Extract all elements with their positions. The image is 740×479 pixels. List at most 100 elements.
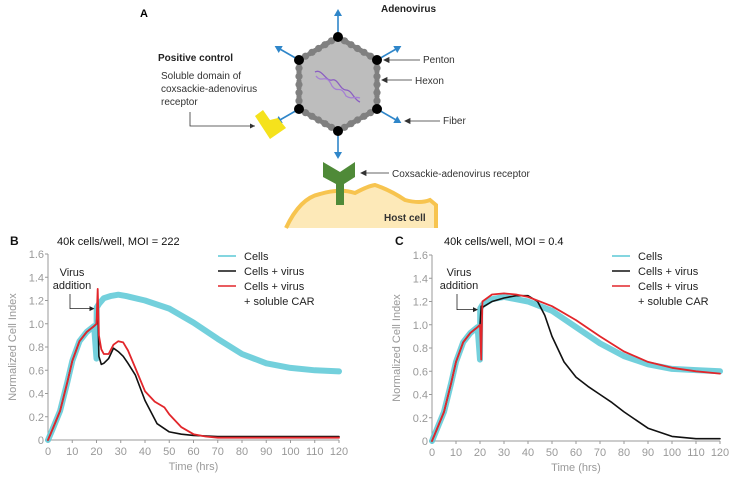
annotation-arrowhead: [473, 307, 478, 313]
chart-title: 40k cells/well, MOI = 222: [57, 236, 180, 248]
legend-label: Cells + virus: [638, 266, 699, 278]
penton-icon: [333, 126, 343, 136]
penton-label: Penton: [423, 55, 455, 66]
fiber-label: Fiber: [443, 116, 466, 127]
series-cells-virus-car: [47, 287, 340, 441]
hexon-icon: [340, 123, 349, 131]
x-tick-label: 30: [115, 446, 127, 458]
hexon-icon: [340, 37, 349, 45]
annotation-arrowhead: [89, 306, 95, 312]
y-tick-label: 1.0: [29, 319, 44, 331]
soluble-car-arrowhead: [250, 123, 255, 129]
hexon-icon: [373, 89, 381, 97]
x-tick-label: 30: [498, 447, 510, 459]
host-cell-membrane: [284, 182, 438, 229]
positive-control-label: Positive control: [158, 53, 233, 64]
soluble-domain-line-2: coxsackie-adenovirus: [161, 84, 257, 95]
panel-a: A Host cell Adenovirus Positive control …: [140, 4, 531, 229]
panel-label: C: [395, 234, 404, 248]
annotation-addition: addition: [440, 280, 479, 292]
hexon-icon: [373, 64, 381, 72]
y-tick-label: 0.6: [413, 366, 428, 378]
car-receptor-icon: [323, 162, 355, 205]
y-tick-label: 0: [38, 435, 44, 447]
penton-icon: [372, 104, 382, 114]
panel-label-a: A: [140, 8, 148, 20]
legend-label: Cells + virus: [244, 281, 305, 293]
x-tick-label: 120: [711, 447, 729, 459]
hexon-icon: [308, 48, 316, 56]
legend-label: + soluble CAR: [244, 296, 315, 308]
hexon-icon: [327, 123, 336, 131]
x-tick-label: 50: [546, 447, 558, 459]
x-axis-label: Time (hrs): [551, 462, 601, 474]
hexon-icon: [314, 116, 323, 124]
soluble-domain-line-3: receptor: [161, 97, 198, 108]
hexon-icon: [321, 120, 329, 128]
y-tick-label: 1.2: [413, 297, 428, 309]
hexon-icon: [373, 72, 381, 80]
chart-title: 40k cells/well, MOI = 0.4: [444, 236, 564, 248]
hexon-icon: [301, 52, 310, 60]
hexon-icon: [295, 64, 303, 72]
x-tick-label: 100: [281, 446, 299, 458]
x-tick-label: 20: [90, 446, 102, 458]
fiber-arrow-icon: [393, 46, 402, 53]
fiber-arrow-icon: [274, 46, 283, 53]
x-tick-label: 0: [429, 447, 435, 459]
soluble-car-pointer: [189, 112, 255, 127]
fiber-arrow-icon: [393, 116, 402, 123]
x-tick-label: 90: [260, 446, 272, 458]
hexon-icon: [321, 41, 329, 49]
annotation-addition: addition: [53, 280, 92, 292]
x-tick-label: 100: [663, 447, 681, 459]
dna-strand-icon: [315, 75, 361, 99]
panel-label: B: [10, 234, 19, 248]
pointer-arrows: [360, 56, 440, 177]
penton-icon: [294, 55, 304, 65]
y-tick-label: 0.2: [29, 412, 44, 424]
hexon-icon: [295, 89, 303, 97]
penton-icon: [372, 55, 382, 65]
y-tick-label: 0: [422, 436, 428, 448]
hexon-proteins: [295, 37, 381, 131]
x-tick-label: 90: [642, 447, 654, 459]
x-tick-label: 70: [594, 447, 606, 459]
x-tick-label: 20: [474, 447, 486, 459]
hexon-icon: [353, 44, 362, 53]
hexon-icon: [314, 44, 323, 53]
annotation-virus: Virus: [60, 267, 85, 279]
adenovirus-label: Adenovirus: [381, 4, 436, 15]
annotation-pointer: [456, 294, 477, 311]
hexon-icon: [366, 109, 375, 117]
x-tick-label: 80: [236, 446, 248, 458]
chart-c: C 40k cells/well, MOI = 0.4 0 0.2 0.4 0.6 0.8 1…: [391, 234, 729, 474]
hexon-icon: [373, 97, 381, 105]
hexon-icon: [308, 112, 316, 120]
y-tick-label: 1.2: [29, 296, 44, 308]
x-tick-label: 0: [45, 446, 51, 458]
dna-icon: [314, 70, 361, 103]
legend-label: Cells + virus: [638, 281, 699, 293]
y-tick-label: 0.4: [413, 390, 428, 402]
hexon-icon: [301, 109, 310, 117]
hexon-icon: [347, 41, 355, 49]
x-tick-label: 110: [306, 446, 324, 458]
penton-icon: [294, 104, 304, 114]
legend-label: + soluble CAR: [638, 296, 709, 308]
x-tick-label: 70: [212, 446, 224, 458]
y-tick-label: 0.8: [413, 343, 428, 355]
legend-label: Cells: [638, 251, 663, 263]
x-tick-label: 40: [522, 447, 534, 459]
chart-b: B 40k cells/well, MOI = 222 0 0.2 0.4 0.6 0.8 1…: [7, 234, 348, 473]
y-tick-label: 0.4: [29, 389, 44, 401]
legend-label: Cells + virus: [244, 266, 305, 278]
hexon-icon: [366, 52, 375, 60]
x-tick-label: 10: [450, 447, 462, 459]
penton-icon: [333, 32, 343, 42]
y-tick-label: 0.8: [29, 342, 44, 354]
x-tick-label: 60: [187, 446, 199, 458]
annotation-virus: Virus: [447, 267, 472, 279]
y-tick-label: 1.4: [29, 272, 44, 284]
